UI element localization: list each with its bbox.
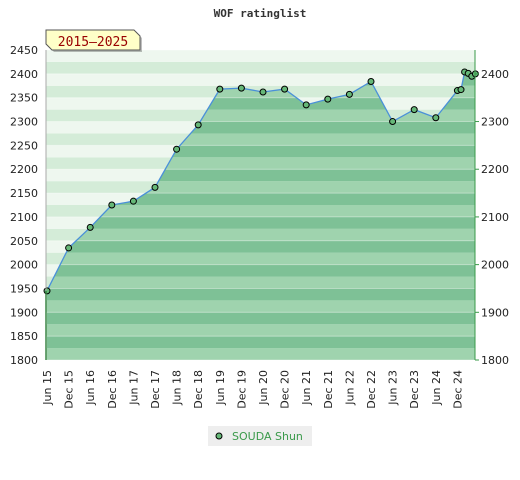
- y-tick-label: 2100: [10, 211, 38, 224]
- legend-box: [208, 426, 312, 446]
- y-tick-label: 2250: [10, 139, 38, 152]
- data-point: [86, 223, 94, 231]
- y-axis-right-labels: 1800 1900 2000 2100 2200 2300 2400: [475, 68, 509, 367]
- data-point: [345, 90, 353, 98]
- area-band: [47, 240, 475, 253]
- data-point: [194, 121, 202, 129]
- x-tick-label: Jun 18: [171, 370, 184, 406]
- area-band: [47, 348, 475, 360]
- data-point: [457, 86, 465, 94]
- area-band: [47, 121, 475, 134]
- x-tick-label: Dec 20: [279, 370, 292, 409]
- y-tick-label: 2400: [481, 68, 509, 81]
- data-point: [65, 244, 73, 252]
- chart-title: WOF ratinglist: [214, 7, 307, 20]
- area-band: [47, 228, 475, 241]
- y-tick-label: 2050: [10, 235, 38, 248]
- data-point: [389, 118, 397, 126]
- x-tick-label: Jun 23: [387, 370, 400, 406]
- area-band: [47, 109, 475, 122]
- area-band: [47, 300, 475, 313]
- background-band: [46, 61, 475, 74]
- x-tick-label: Dec 18: [192, 370, 205, 409]
- area-band: [47, 252, 475, 265]
- y-tick-label: 2300: [10, 116, 38, 129]
- x-tick-label: Dec 15: [63, 370, 76, 409]
- x-tick-label: Jun 19: [214, 370, 227, 406]
- data-point: [432, 114, 440, 122]
- x-tick-label: Dec 16: [106, 370, 119, 409]
- x-tick-label: Jun 16: [84, 370, 97, 406]
- area-band: [47, 169, 475, 182]
- data-point: [108, 201, 116, 209]
- data-point: [367, 77, 375, 85]
- period-badge-text: 2015–2025: [58, 35, 128, 50]
- y-tick-label: 2300: [481, 116, 509, 129]
- y-tick-label: 2400: [10, 68, 38, 81]
- x-tick-label: Dec 19: [235, 370, 248, 409]
- y-tick-label: 1900: [10, 306, 38, 319]
- background-band: [46, 73, 475, 86]
- data-point: [151, 183, 159, 191]
- area-band: [47, 216, 475, 229]
- background-band: [46, 50, 475, 62]
- data-point: [237, 84, 245, 92]
- y-tick-label: 2350: [10, 92, 38, 105]
- y-axis-left-labels: 1800 1850 1900 1950 2000 2050 2100 2150 2200 2250…: [10, 44, 38, 367]
- legend: SOUDA Shun: [208, 426, 312, 446]
- y-tick-label: 2200: [10, 163, 38, 176]
- x-tick-label: Jun 21: [300, 370, 313, 406]
- legend-marker-icon: [215, 432, 223, 440]
- data-point: [173, 145, 181, 153]
- data-point: [216, 85, 224, 93]
- period-badge: 2015–2025: [45, 29, 142, 52]
- area-band: [47, 276, 475, 289]
- x-tick-label: Jun 20: [257, 370, 270, 406]
- area-band: [47, 145, 475, 158]
- axes: [45, 50, 476, 360]
- x-axis-labels: Jun 15 Dec 15 Jun 16 Dec 16 Jun 17 Dec 17 Jun …: [41, 370, 464, 409]
- data-point: [302, 101, 310, 109]
- y-tick-label: 1800: [481, 354, 509, 367]
- area-band: [47, 181, 475, 194]
- area-band: [47, 133, 475, 146]
- data-point: [324, 95, 332, 103]
- y-tick-label: 2200: [481, 163, 509, 176]
- x-tick-label: Jun 17: [127, 370, 140, 406]
- x-tick-label: Dec 17: [149, 370, 162, 409]
- area-band: [47, 264, 475, 277]
- data-point: [43, 287, 51, 295]
- y-tick-label: 2450: [10, 44, 38, 57]
- area-band: [47, 324, 475, 337]
- x-tick-label: Jun 15: [41, 370, 54, 406]
- x-tick-label: Dec 21: [322, 370, 335, 409]
- legend-label: SOUDA Shun: [232, 430, 303, 443]
- area-band: [47, 288, 475, 301]
- y-tick-label: 2100: [481, 211, 509, 224]
- area-band: [47, 336, 475, 349]
- area-band: [47, 193, 475, 205]
- area-band: [47, 312, 475, 325]
- x-tick-label: Dec 22: [365, 370, 378, 409]
- data-point: [259, 88, 267, 96]
- y-tick-label: 1800: [10, 354, 38, 367]
- y-tick-label: 2150: [10, 187, 38, 200]
- area-band: [47, 205, 475, 217]
- x-tick-label: Jun 22: [343, 370, 356, 406]
- y-tick-label: 1900: [481, 306, 509, 319]
- y-tick-label: 1950: [10, 282, 38, 295]
- y-tick-label: 1850: [10, 330, 38, 343]
- area-band: [47, 97, 475, 110]
- area-band: [47, 157, 475, 170]
- x-tick-label: Dec 23: [408, 370, 421, 409]
- x-tick-label: Dec 24: [451, 370, 464, 409]
- data-point: [129, 197, 137, 205]
- x-tick-label: Jun 24: [430, 370, 443, 406]
- y-tick-label: 2000: [481, 259, 509, 272]
- data-point: [281, 85, 289, 93]
- data-point: [410, 106, 418, 114]
- y-tick-label: 2000: [10, 259, 38, 272]
